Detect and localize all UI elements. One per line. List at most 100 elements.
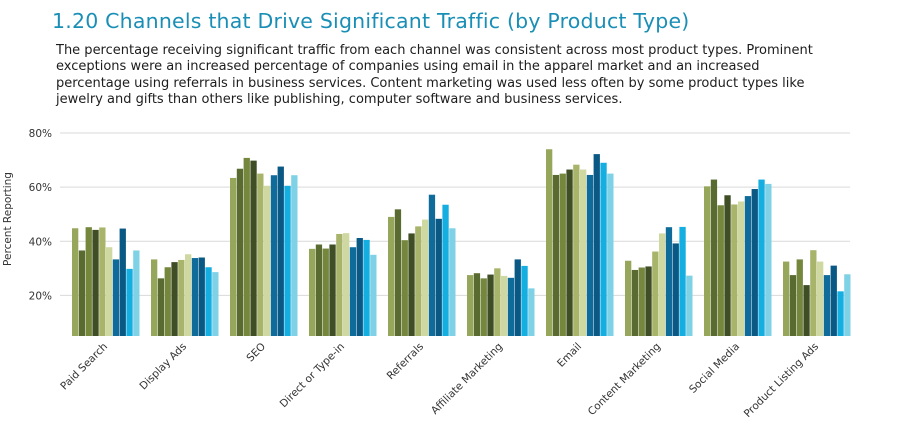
- bar: [72, 228, 79, 336]
- bar: [645, 266, 652, 336]
- bar: [322, 248, 329, 336]
- bar: [566, 169, 573, 336]
- bars: [72, 149, 851, 336]
- y-tick-label: 40%: [29, 236, 52, 248]
- bar: [600, 162, 607, 336]
- bar: [480, 278, 487, 336]
- bar: [659, 233, 666, 336]
- bar: [336, 233, 343, 336]
- bar: [119, 228, 126, 336]
- x-axis-ticks: Paid Search Display Ads SEO Direct or Type-…: [58, 341, 821, 420]
- bar: [686, 275, 693, 336]
- bar: [501, 275, 508, 336]
- chart-title: 1.20 Channels that Drive Significant Tra…: [52, 9, 690, 33]
- bar: [442, 204, 449, 336]
- bar: [631, 269, 639, 336]
- x-tick-label: Social Media: [687, 341, 742, 396]
- bar: [106, 247, 113, 336]
- bar: [467, 275, 474, 336]
- bar: [230, 177, 237, 336]
- bar: [277, 166, 284, 336]
- bar: [803, 285, 810, 336]
- bar: [329, 244, 336, 336]
- bar: [185, 254, 192, 336]
- bar: [394, 209, 402, 336]
- bar: [264, 185, 271, 336]
- bar: [744, 196, 752, 336]
- x-tick-label: Content Marketing: [586, 341, 663, 418]
- bar: [449, 228, 456, 336]
- bar: [112, 259, 120, 336]
- bar: [151, 259, 158, 336]
- bar: [126, 268, 133, 336]
- bar: [586, 174, 594, 336]
- bar: [388, 216, 395, 336]
- bar: [672, 243, 679, 336]
- bar: [78, 250, 86, 336]
- bar: [408, 233, 415, 336]
- bar: [212, 272, 219, 336]
- bar: [789, 275, 797, 336]
- bar: [309, 248, 316, 336]
- bar: [370, 254, 377, 336]
- bar: [198, 257, 205, 336]
- bar: [573, 164, 580, 336]
- chart-description: The percentage receiving significant tra…: [56, 43, 813, 108]
- x-tick-label: Paid Search: [58, 341, 110, 393]
- bar: [435, 218, 442, 336]
- bar: [625, 260, 632, 336]
- bar: [243, 157, 250, 336]
- bar: [731, 204, 738, 336]
- bar: [422, 219, 429, 336]
- bar: [559, 173, 566, 336]
- bar: [356, 238, 363, 336]
- bar: [284, 185, 291, 336]
- bar: [710, 179, 718, 336]
- bar: [704, 186, 711, 336]
- y-tick-label: 60%: [29, 182, 52, 194]
- bar: [257, 173, 264, 336]
- x-tick-label: Referrals: [385, 341, 427, 383]
- bar: [546, 149, 553, 336]
- bar: [817, 261, 824, 336]
- bar: [796, 259, 803, 336]
- bar: [99, 227, 106, 336]
- bar: [507, 277, 515, 336]
- bar: [580, 169, 587, 336]
- bar: [178, 259, 185, 336]
- x-tick-label: Display Ads: [137, 341, 189, 393]
- bar: [593, 154, 600, 336]
- bar: [236, 168, 244, 336]
- bar: [844, 274, 851, 336]
- bar: [349, 247, 357, 336]
- bar: [652, 251, 659, 336]
- bar: [638, 267, 645, 336]
- bar: [528, 288, 535, 336]
- x-tick-label: SEO: [244, 341, 268, 365]
- bar: [291, 175, 298, 336]
- x-tick-label: Email: [555, 341, 584, 370]
- bar: [823, 275, 831, 336]
- bar: [552, 174, 560, 336]
- bar: [191, 258, 199, 336]
- bar: [92, 229, 99, 336]
- bar: [133, 250, 140, 336]
- x-tick-label: Product Listing Ads: [742, 341, 821, 420]
- bar: [514, 259, 521, 336]
- bar: [157, 278, 165, 336]
- bar: [270, 175, 278, 336]
- bar: [765, 183, 772, 336]
- bar: [250, 160, 257, 336]
- bar: [343, 233, 350, 336]
- bar: [363, 239, 370, 336]
- y-axis-ticks: 20% 40% 60% 80%: [29, 128, 52, 302]
- bar: [428, 194, 436, 336]
- bar: [401, 240, 408, 336]
- bar: [665, 227, 673, 336]
- bar: [494, 268, 501, 336]
- bar: [751, 189, 758, 336]
- bar: [171, 262, 178, 336]
- bar: [738, 201, 745, 336]
- bar: [473, 273, 481, 336]
